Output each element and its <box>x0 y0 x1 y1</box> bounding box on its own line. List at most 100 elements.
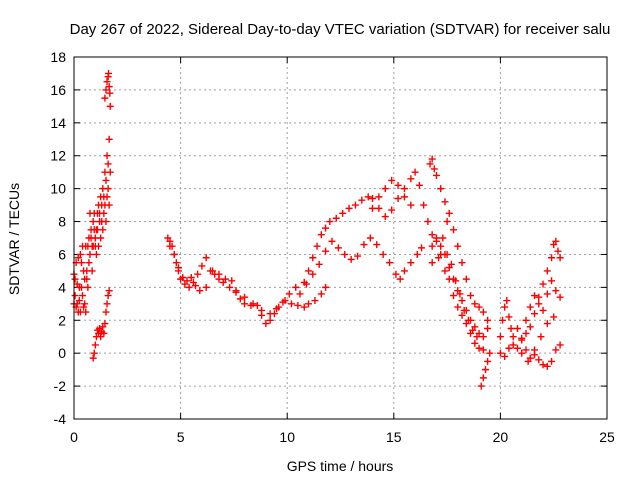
data-point <box>526 303 534 311</box>
data-point <box>509 341 517 349</box>
data-point <box>101 320 109 328</box>
data-point <box>311 297 319 305</box>
data-point <box>247 301 255 309</box>
data-point <box>548 277 556 285</box>
data-point <box>97 333 105 341</box>
data-point <box>407 259 415 267</box>
series-mid-lower <box>166 176 426 328</box>
data-point <box>294 301 302 309</box>
data-point <box>400 193 408 201</box>
data-point <box>302 280 310 288</box>
y-axis-label: SDTVAR / TECUs <box>6 183 22 295</box>
data-point <box>287 300 295 308</box>
data-point <box>481 366 489 374</box>
data-point <box>317 231 325 239</box>
data-point <box>518 334 526 342</box>
data-point <box>535 300 543 308</box>
data-point <box>550 313 558 321</box>
data-point <box>339 209 347 217</box>
x-tick-label: 10 <box>279 429 295 445</box>
data-point <box>381 213 389 221</box>
data-point <box>443 250 451 258</box>
x-tick-label: 5 <box>177 429 185 445</box>
x-tick-label: 15 <box>386 429 402 445</box>
data-point <box>105 287 113 295</box>
data-point <box>394 195 402 203</box>
data-point <box>505 344 513 352</box>
data-point <box>275 303 283 311</box>
data-point <box>428 242 436 250</box>
data-point <box>97 193 105 201</box>
data-point <box>441 198 449 206</box>
data-point <box>458 259 466 267</box>
data-point <box>105 135 113 143</box>
data-point <box>101 94 109 102</box>
data-point <box>187 273 195 281</box>
data-point <box>317 290 325 298</box>
x-tick-label: 0 <box>70 429 78 445</box>
data-point <box>79 292 87 300</box>
data-point <box>241 293 249 301</box>
data-point <box>413 250 421 258</box>
data-point <box>503 297 511 305</box>
data-point <box>432 234 440 242</box>
x-tick-label: 25 <box>599 429 615 445</box>
y-tick-label: 2 <box>58 312 66 328</box>
data-point <box>458 297 466 305</box>
data-point <box>496 349 504 357</box>
data-point <box>309 270 317 278</box>
data-point <box>441 267 449 275</box>
data-point <box>262 320 270 328</box>
data-point <box>471 300 479 308</box>
data-point <box>424 218 432 226</box>
data-point <box>105 201 113 209</box>
data-point <box>445 209 453 217</box>
data-point <box>88 267 96 275</box>
data-point <box>105 69 113 77</box>
data-point <box>396 275 404 283</box>
data-point <box>473 333 481 341</box>
data-point <box>479 308 487 316</box>
data-point <box>221 275 229 283</box>
data-point <box>373 241 381 249</box>
data-point <box>428 155 436 163</box>
data-point <box>82 308 90 316</box>
data-point <box>556 341 564 349</box>
data-point <box>270 310 278 318</box>
data-point <box>428 259 436 267</box>
y-tick-label: 8 <box>58 214 66 230</box>
data-point <box>543 267 551 275</box>
data-point <box>368 204 376 212</box>
data-point <box>449 292 457 300</box>
data-point <box>460 306 468 314</box>
data-point <box>437 185 445 193</box>
data-point <box>484 316 492 324</box>
data-point <box>452 277 460 285</box>
data-point <box>447 260 455 268</box>
data-point <box>174 264 182 272</box>
data-point <box>513 325 521 332</box>
data-point <box>84 283 92 291</box>
data-point <box>102 86 110 94</box>
series-early-d <box>101 69 114 110</box>
data-point <box>518 349 526 357</box>
data-point <box>103 152 111 160</box>
data-point <box>484 357 492 365</box>
data-points <box>70 69 564 390</box>
data-point <box>386 259 394 267</box>
y-tick-label: 6 <box>58 246 66 262</box>
data-point <box>556 254 564 262</box>
series-late-a <box>426 155 492 354</box>
x-axis-label: GPS time / hours <box>287 458 394 474</box>
data-point <box>170 250 178 258</box>
data-point <box>543 320 551 328</box>
data-point <box>80 267 88 275</box>
data-point <box>332 214 340 222</box>
data-point <box>92 250 100 258</box>
data-point <box>415 181 423 189</box>
data-point <box>74 254 82 262</box>
data-point <box>226 283 234 291</box>
data-point <box>75 297 83 305</box>
data-point <box>105 83 113 91</box>
